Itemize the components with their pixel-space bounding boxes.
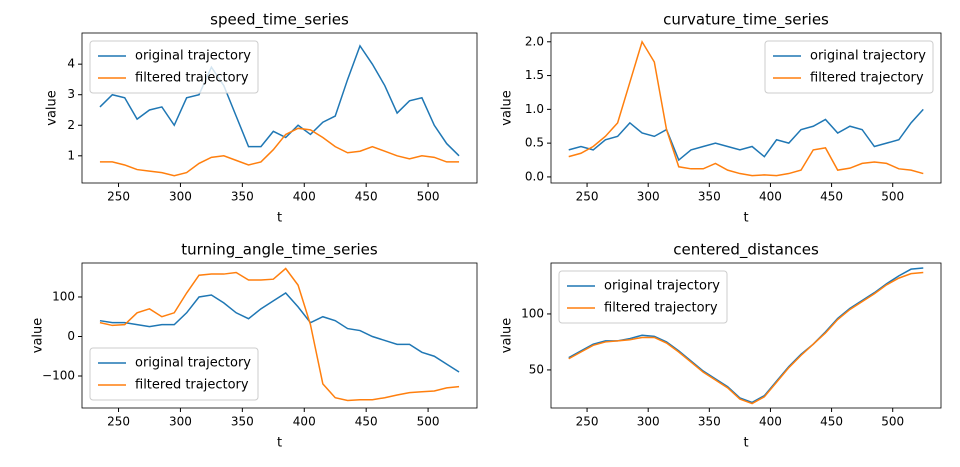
legend-label: original trajectory (810, 49, 926, 64)
y-axis-label: value (31, 318, 46, 354)
legend-frame (89, 347, 259, 401)
x-axis-label: t (277, 211, 282, 226)
data-line (99, 44, 460, 157)
legend-frame (89, 40, 259, 94)
legend-label: original trajectory (135, 356, 251, 371)
x-tick-label: 350 (698, 190, 721, 204)
x-tick-label: 300 (169, 415, 192, 429)
subplot: curvature_time_series 250 300 350 400 450 500 0… (500, 11, 942, 226)
data-line (568, 271, 924, 405)
x-tick-label: 500 (417, 190, 440, 204)
legend-label: original trajectory (604, 279, 720, 294)
legend: original trajectory filtered trajectory (764, 40, 934, 94)
x-tick-label: 350 (231, 415, 254, 429)
legend-label: filtered trajectory (604, 301, 718, 316)
x-tick-label: 350 (698, 415, 721, 429)
x-tick-label: 400 (293, 415, 316, 429)
x-tick-label: 250 (576, 415, 599, 429)
x-axis-label: t (743, 436, 748, 451)
axes-frame (81, 32, 478, 184)
x-axis-label: t (277, 436, 282, 451)
y-tick-label: 0.0 (525, 169, 544, 183)
axes-frame (550, 32, 942, 184)
data-line (99, 127, 460, 177)
y-axis-label: value (500, 90, 515, 126)
y-tick-label: 100 (52, 289, 75, 303)
x-tick-label: 400 (293, 190, 316, 204)
x-tick-label: 500 (881, 190, 904, 204)
y-tick-label: 3 (67, 87, 75, 101)
x-tick-label: 250 (107, 190, 130, 204)
y-tick-label: 1 (67, 148, 75, 162)
x-tick-label: 450 (820, 415, 843, 429)
x-tick-label: 350 (231, 190, 254, 204)
x-tick-label: 400 (759, 415, 782, 429)
x-tick-label: 300 (169, 190, 192, 204)
data-line (99, 267, 460, 402)
x-tick-label: 400 (759, 190, 782, 204)
y-tick-label: 0.5 (525, 136, 544, 150)
legend-frame (764, 40, 934, 94)
x-tick-label: 450 (820, 190, 843, 204)
data-line (568, 267, 924, 404)
subplot: centered_distances 250 300 350 400 450 500 50 10… (500, 241, 942, 451)
y-tick-label: 100 (521, 306, 544, 320)
y-tick-label: 50 (529, 362, 544, 376)
data-line (568, 108, 924, 162)
x-tick-label: 300 (637, 415, 660, 429)
x-tick-label: 500 (417, 415, 440, 429)
legend: original trajectory filtered trajectory (89, 347, 259, 401)
y-tick-label: 2.0 (525, 34, 544, 48)
y-tick-label: 0 (67, 329, 75, 343)
data-line (99, 292, 460, 373)
legend: original trajectory filtered trajectory (89, 40, 259, 94)
x-tick-label: 500 (881, 415, 904, 429)
x-tick-label: 250 (576, 190, 599, 204)
subplot: turning_angle_time_series 250 300 350 400 450… (31, 241, 478, 451)
y-axis-label: value (500, 318, 515, 354)
legend-label: filtered trajectory (135, 71, 249, 86)
subplot-title: centered_distances (673, 241, 819, 260)
x-tick-label: 300 (637, 190, 660, 204)
y-tick-label: −100 (42, 368, 75, 382)
subplot-title: speed_time_series (210, 11, 349, 30)
data-line (568, 39, 924, 177)
subplot-title: curvature_time_series (663, 11, 829, 30)
y-tick-label: 4 (67, 57, 75, 71)
x-tick-label: 450 (355, 190, 378, 204)
legend-label: filtered trajectory (135, 378, 249, 393)
subplot-title: turning_angle_time_series (181, 241, 378, 260)
y-axis-label: value (45, 90, 60, 126)
axes-frame (550, 262, 942, 409)
legend: original trajectory filtered trajectory (558, 270, 728, 324)
y-tick-label: 1.0 (525, 102, 544, 116)
x-tick-label: 250 (107, 415, 130, 429)
y-tick-label: 1.5 (525, 68, 544, 82)
legend-label: filtered trajectory (810, 71, 924, 86)
legend-frame (558, 270, 728, 324)
y-tick-label: 2 (67, 118, 75, 132)
x-axis-label: t (743, 211, 748, 226)
legend-label: original trajectory (135, 49, 251, 64)
axes-frame (81, 262, 478, 409)
x-tick-label: 450 (355, 415, 378, 429)
subplot: speed_time_series 250 300 350 400 450 500 1 2 3 4 t… (45, 11, 478, 226)
